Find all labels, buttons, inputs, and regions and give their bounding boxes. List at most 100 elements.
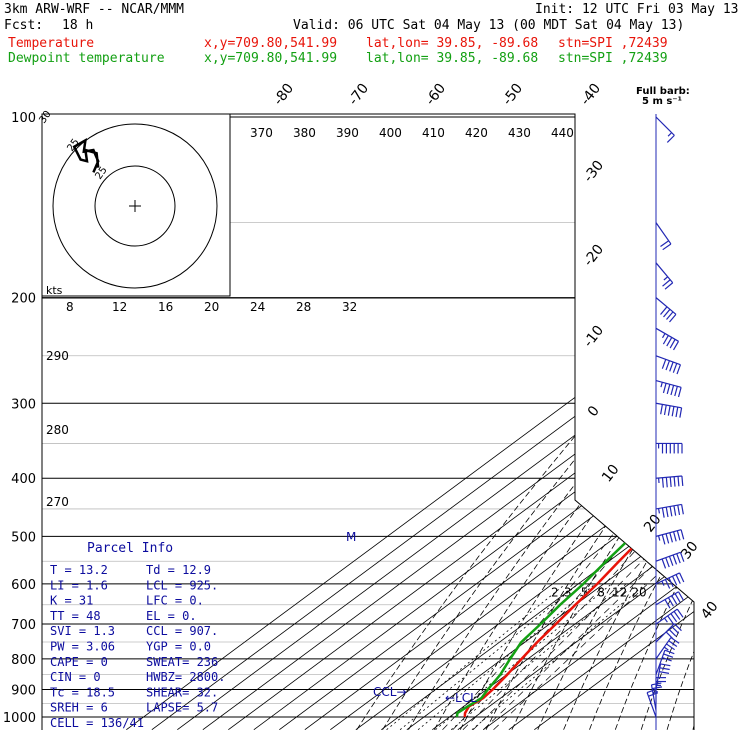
mixing-ratio-label-2: 2	[551, 585, 559, 599]
barb-flag	[679, 572, 685, 583]
dry-adiabat	[408, 129, 694, 730]
dry-adiabat	[537, 129, 694, 730]
barb-flag	[666, 311, 674, 320]
theta-label-440: 440	[551, 126, 574, 140]
theta-label-430: 430	[508, 126, 531, 140]
theta-label-390: 390	[336, 126, 359, 140]
dewpoint-stn: stn=SPI ,72439	[558, 51, 668, 66]
dewpoint-xy: x,y=709.80,541.99	[204, 51, 338, 66]
barb-half-flag	[663, 646, 669, 651]
barb-flag	[659, 667, 670, 671]
barb-flag	[668, 577, 674, 588]
ccl-marker: CCL→	[373, 685, 407, 699]
isotherm	[202, 114, 694, 730]
isotherm-label--20: -20	[581, 242, 608, 270]
mixing-ratio-line	[386, 583, 566, 730]
parcel-info-right: LCL = 925.	[146, 578, 218, 592]
barb-legend-line1: Full barb:	[636, 86, 690, 97]
barb-flag	[666, 337, 673, 347]
barb-flag	[651, 682, 662, 686]
barb-flag	[680, 529, 685, 540]
mixing-ratio-label-8: 8	[597, 585, 605, 599]
dry-adiabat	[719, 130, 740, 730]
parcel-info-left: SVI = 1.3	[50, 624, 115, 638]
barb-flag	[669, 313, 677, 323]
parcel-info-right: SHEAR= 32.	[146, 685, 218, 699]
barb-flag	[677, 476, 680, 487]
barb-flag	[662, 335, 669, 345]
barb-flag	[675, 574, 681, 584]
wind-barb-400	[655, 475, 684, 488]
mixing-ratio-label-12: 12	[612, 585, 627, 599]
barb-flag	[660, 306, 668, 315]
barb-flag	[677, 591, 685, 601]
dry-adiabat	[382, 129, 694, 730]
wind-barb-975	[650, 682, 663, 711]
parcel-info-left: CELL = 136/41	[50, 716, 144, 730]
barb-flag	[665, 507, 669, 518]
barb-flag	[672, 341, 680, 351]
barb-flag	[661, 534, 666, 545]
mixing-ratio-label-20: 20	[631, 585, 646, 599]
parcel-info-right: CCL = 907.	[146, 624, 218, 638]
barb-flag	[664, 282, 674, 290]
parcel-info-left: K = 31	[50, 594, 93, 608]
wind-barb-800	[655, 637, 680, 660]
isotherm	[508, 114, 694, 730]
barb-flag	[670, 385, 675, 396]
barb-flag	[676, 553, 681, 564]
hodograph-ring	[52, 123, 218, 289]
isotherm-label--50: -50	[500, 81, 527, 109]
hodograph-box	[41, 113, 231, 297]
barb-half-flag	[652, 691, 658, 694]
pressure-tick-500: 500	[11, 530, 36, 545]
pressure-tick-900: 900	[11, 684, 36, 699]
parcel-info-right: HWBZ= 2800.	[146, 670, 225, 684]
barb-flag	[669, 339, 676, 349]
pressure-tick-400: 400	[11, 472, 36, 487]
parcel-info-left: T = 13.2	[50, 563, 108, 577]
theta-label-380: 380	[293, 126, 316, 140]
barb-flag	[663, 308, 671, 318]
wind-barb-275	[655, 380, 682, 398]
barb-flag	[665, 533, 670, 544]
wind-barb-600	[655, 572, 685, 589]
barb-staff	[655, 608, 678, 625]
parcel-info-left: Tc = 18.5	[50, 685, 115, 699]
barb-staff	[655, 551, 681, 562]
isotherm-label-30: 30	[678, 539, 702, 563]
barb-flag	[663, 404, 667, 416]
barb-flag	[664, 579, 671, 589]
valid-time: Valid: 06 UTC Sat 04 May 13 (00 MDT Sat …	[293, 18, 685, 33]
barb-half-flag	[661, 580, 665, 586]
speed-tick-24: 24	[250, 300, 265, 314]
barb-flag	[676, 530, 681, 541]
wind-barb-225	[655, 327, 680, 351]
barb-flag	[671, 625, 680, 634]
wind-barb-500	[655, 529, 685, 545]
isotherm-label-10: 10	[599, 462, 623, 486]
barb-flag	[672, 363, 678, 373]
barb-half-flag	[660, 382, 663, 388]
pressure-tick-200: 200	[11, 292, 36, 307]
wind-barb-850	[655, 649, 675, 675]
barb-half-flag	[657, 535, 661, 541]
dry-adiabat	[511, 129, 694, 730]
wind-barb-700	[655, 608, 684, 625]
theta-label-370: 370	[250, 126, 273, 140]
barb-flag	[660, 663, 671, 667]
isotherm	[304, 114, 694, 730]
isotherm	[355, 114, 694, 730]
isotherm-label-0: 0	[585, 403, 603, 420]
isotherm	[432, 114, 694, 730]
barb-flag	[673, 623, 682, 632]
barb-flag	[659, 671, 670, 674]
wind-barb-350	[656, 442, 683, 454]
barb-flag	[671, 575, 678, 586]
moist-adiabat	[483, 297, 694, 730]
theta-left-label-280: 280	[46, 423, 69, 437]
barb-flag	[662, 383, 667, 394]
fcst-label: Fcst:	[4, 18, 44, 33]
barb-staff	[655, 650, 666, 675]
